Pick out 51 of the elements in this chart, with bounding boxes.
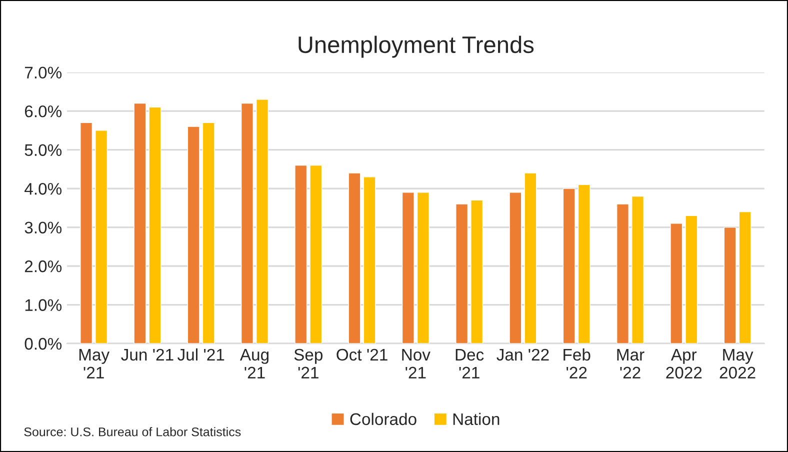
y-tick-label: 1.0% [25, 299, 62, 311]
bar [187, 126, 200, 344]
bar [294, 164, 308, 344]
legend-label: Colorado [350, 412, 416, 426]
source-note: Source: U.S. Bureau of Labor Statistics [24, 427, 241, 436]
bar [578, 184, 590, 344]
bar [402, 192, 414, 344]
bar [470, 200, 484, 344]
bar [416, 192, 430, 344]
x-tick-label: Jun '21 [121, 348, 174, 361]
x-tick-label: Nov '21 [402, 348, 430, 378]
x-tick-label: May '21 [79, 348, 110, 378]
bar [632, 196, 644, 344]
bar [256, 99, 268, 344]
y-tick-label: 5.0% [24, 144, 62, 156]
x-tick-label: May 2022 [720, 348, 756, 379]
y-tick-label: 4.0% [24, 182, 62, 195]
x-tick-label: Jan '22 [496, 348, 549, 361]
x-tick-label: Dec '21 [456, 348, 484, 378]
legend-label: Nation [453, 412, 500, 426]
bar [95, 130, 108, 344]
x-tick-label: Mar '22 [617, 348, 644, 378]
x-tick-label: Apr 2022 [666, 348, 702, 379]
bar [134, 102, 146, 344]
bar [509, 192, 522, 344]
y-tick-label: 7.0% [24, 66, 62, 79]
bar [738, 211, 752, 344]
bar [363, 176, 376, 344]
bar [80, 122, 93, 344]
y-tick-label: 3.0% [24, 222, 62, 234]
bar [310, 164, 322, 344]
bar [456, 204, 468, 344]
x-tick-label: Sep '21 [294, 348, 323, 378]
bar [685, 215, 698, 344]
bar [562, 188, 576, 344]
bar [202, 122, 215, 344]
bar [148, 106, 162, 344]
y-tick-label: 2.0% [24, 260, 62, 272]
bar [240, 102, 254, 344]
bar [348, 172, 361, 344]
x-tick-label: Feb '22 [564, 348, 590, 378]
y-tick-label: 6.0% [24, 105, 62, 118]
x-tick-label: Oct '21 [336, 348, 388, 361]
bar [724, 226, 736, 344]
x-tick-label: Jul '21 [178, 348, 224, 361]
chart-title: Unemployment Trends [298, 36, 534, 58]
bar [524, 172, 537, 344]
x-tick-label: Aug '21 [240, 348, 268, 378]
bar [616, 204, 629, 344]
bar [670, 223, 683, 344]
y-tick-label: 0.0% [24, 338, 62, 350]
